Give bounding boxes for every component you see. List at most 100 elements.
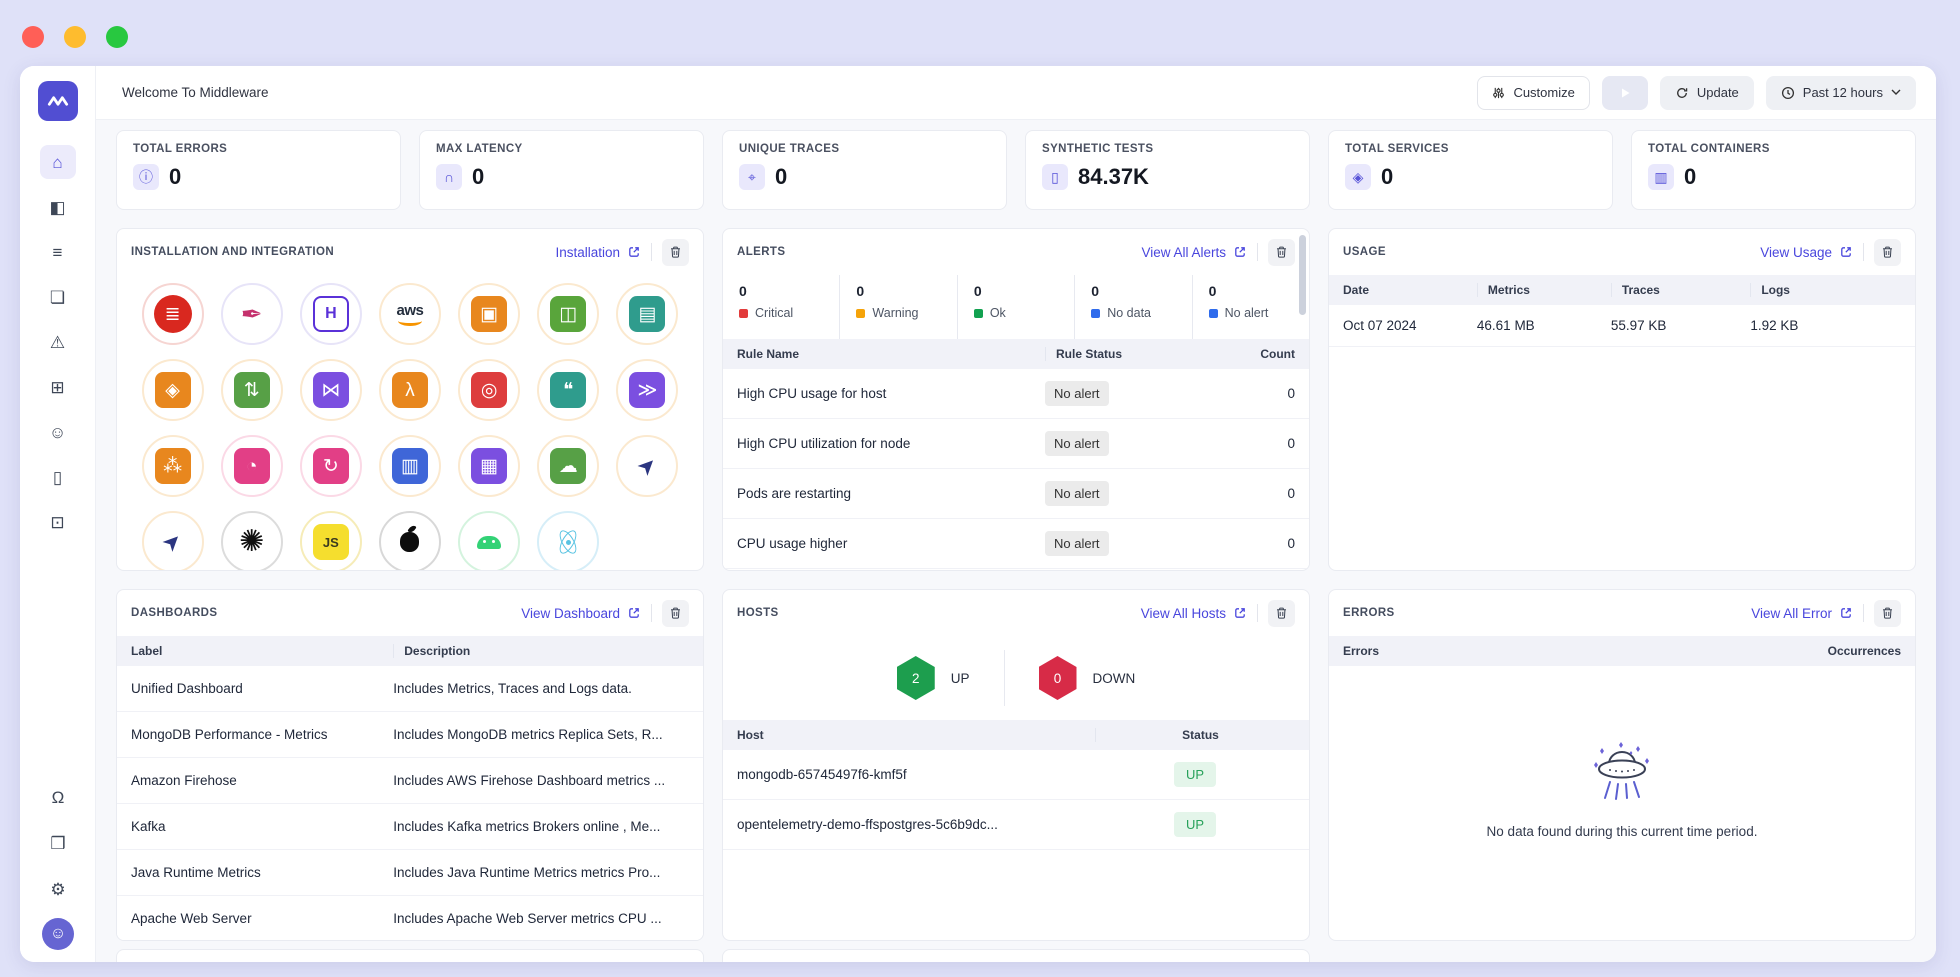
customize-button[interactable]: Customize <box>1477 75 1590 110</box>
trash-icon <box>1883 607 1892 619</box>
view-all-error-link[interactable]: View All Error <box>1751 606 1853 621</box>
integration-icon-javascript[interactable]: JS <box>299 511 362 570</box>
dashboard-description: Includes Kafka metrics Brokers online , … <box>393 819 661 834</box>
integration-icon-doc-scan[interactable]: ▤ <box>616 283 679 345</box>
alert-summary-label: Warning <box>872 306 919 320</box>
dashboards-card: DASHBOARDS View Dashboard Label <box>116 589 704 941</box>
installation-link[interactable]: Installation <box>555 245 641 260</box>
integration-icon-firewall[interactable]: ◎ <box>458 359 521 421</box>
dashboard-row[interactable]: Java Runtime Metrics Includes Java Runtim… <box>117 850 703 896</box>
integration-icon-chat-service[interactable]: ❝ <box>537 359 600 421</box>
integration-icon-share-nodes[interactable]: ⁂ <box>141 435 204 497</box>
integration-icon-apache[interactable]: ✒ <box>220 283 283 345</box>
dashboard-row[interactable]: Amazon Firehose Includes AWS Firehose Das… <box>117 758 703 804</box>
integration-icon-pipeline[interactable]: ⋈ <box>299 359 362 421</box>
integration-icon-opentelemetry[interactable]: ➤ <box>616 435 679 497</box>
installation-delete-button[interactable] <box>662 238 689 266</box>
user-avatar[interactable]: ☺ <box>42 918 74 950</box>
sidebar-item-infrastructure[interactable]: ◧ <box>40 190 76 224</box>
alerts-delete-button[interactable] <box>1268 238 1295 266</box>
update-label: Update <box>1696 85 1739 100</box>
sidebar-item-package[interactable]: ❒ <box>40 826 76 860</box>
integration-icon-react[interactable] <box>537 511 600 570</box>
errors-delete-button[interactable] <box>1874 599 1901 627</box>
processor-icon: ⊡ <box>50 512 65 532</box>
integration-icon-archive-db[interactable]: ▥ <box>378 435 441 497</box>
opentelemetry-icon: ➤ <box>156 526 188 558</box>
col-description: Description <box>393 644 689 658</box>
alert-rule-row[interactable]: High CPU utilization for node No alert 0 <box>723 419 1309 469</box>
sidebar-item-alerts[interactable]: ⚠ <box>40 325 76 359</box>
sidebar-item-add-widget[interactable]: ⊞ <box>40 370 76 404</box>
integration-icon-scale-cylinder[interactable]: ⇅ <box>220 359 283 421</box>
minimize-window-button[interactable] <box>64 26 86 48</box>
alert-rule-row[interactable]: Pods are restarting No alert 0 <box>723 469 1309 519</box>
integration-icon-cloud-scale[interactable]: ☁ <box>537 435 600 497</box>
integration-icon-aws[interactable]: aws <box>378 283 441 345</box>
view-all-hosts-link[interactable]: View All Hosts <box>1141 606 1247 621</box>
col-status: Status <box>1095 728 1295 742</box>
integration-icon-ray[interactable]: ✺ <box>220 511 283 570</box>
integration-icon-android[interactable] <box>458 511 521 570</box>
customize-label: Customize <box>1513 85 1575 100</box>
time-range-dropdown[interactable]: Past 12 hours <box>1765 75 1916 110</box>
dashboard-label: Apache Web Server <box>131 911 252 926</box>
alert-rule-row[interactable]: High CPU usage for host No alert 0 <box>723 369 1309 419</box>
sidebar-item-processor[interactable]: ⊡ <box>40 505 76 539</box>
middleware-logo[interactable] <box>37 81 78 121</box>
alert-rule-status-badge: No alert <box>1045 381 1109 406</box>
dashboards-delete-button[interactable] <box>662 599 689 627</box>
close-window-button[interactable] <box>22 26 44 48</box>
dashboard-content: TOTAL ERRORS ⓘ 0 MAX LATENCY ∩ 0 UNIQUE TRACES… <box>96 120 1936 962</box>
stat-card-unique-traces: UNIQUE TRACES ⌖ 0 <box>722 130 1007 210</box>
sidebar-item-home[interactable]: ⌂ <box>39 145 76 179</box>
sidebar-item-traces[interactable]: ❏ <box>40 280 76 314</box>
view-all-alerts-link[interactable]: View All Alerts <box>1141 245 1247 260</box>
dashboard-row[interactable]: MongoDB Performance - Metrics Includes Mo… <box>117 712 703 758</box>
trace-search-icon: ⌖ <box>739 164 765 190</box>
containers-icon: ▥ <box>1648 164 1674 190</box>
view-usage-link[interactable]: View Usage <box>1760 245 1853 260</box>
integration-icon-apple[interactable] <box>378 511 441 570</box>
alert-summary-label: Ok <box>989 306 1006 320</box>
sidebar-item-synthetic-tests[interactable]: ▯ <box>40 460 76 494</box>
sidebar-item-settings[interactable]: ⚙ <box>40 872 76 906</box>
dashboard-row[interactable]: Unified Dashboard Includes Metrics, Trace… <box>117 666 703 712</box>
host-row[interactable]: mongodb-65745497f6-kmf5f UP <box>723 750 1309 800</box>
android-logo-icon <box>477 535 502 549</box>
integration-icon-hexagon-service[interactable]: ◈ <box>141 359 204 421</box>
integration-icon-redis[interactable]: ≣ <box>141 283 204 345</box>
integration-icon-sync-pink[interactable]: ↻ <box>299 435 362 497</box>
integration-icon-gauge-pink[interactable]: ◔ <box>220 435 283 497</box>
integration-icon-s3-bucket[interactable]: ◫ <box>537 283 600 345</box>
view-dashboard-link[interactable]: View Dashboard <box>521 606 641 621</box>
infrastructure-icon: ◧ <box>49 197 66 217</box>
integration-icon-lambda[interactable]: λ <box>378 359 441 421</box>
external-link-icon <box>1235 608 1245 618</box>
sidebar-item-support-headset[interactable]: Ω <box>40 780 76 814</box>
integration-icon-streams[interactable]: ≫ <box>616 359 679 421</box>
play-button[interactable] <box>1601 75 1648 110</box>
col-errors: Errors <box>1343 644 1380 658</box>
integration-icon-h-framework[interactable]: H <box>299 283 362 345</box>
ai-bot-icon: ☺ <box>48 422 67 442</box>
dashboard-row[interactable]: Kafka Includes Kafka metrics Brokers onli… <box>117 804 703 850</box>
sidebar-item-ai-bot[interactable]: ☺ <box>40 415 76 449</box>
dashboard-row[interactable]: Apache Web Server Includes Apache Web Ser… <box>117 896 703 940</box>
alert-rule-row[interactable]: CPU usage higher No alert 0 <box>723 519 1309 569</box>
usage-delete-button[interactable] <box>1874 238 1901 266</box>
integration-icon-opentelemetry-2[interactable]: ➤ <box>141 511 204 570</box>
integration-icon-aws-chip[interactable]: ▣ <box>458 283 521 345</box>
sidebar-item-logs[interactable]: ≡ <box>40 235 76 269</box>
traces-icon: ❏ <box>49 287 66 307</box>
maximize-window-button[interactable] <box>106 26 128 48</box>
integration-icon-chart-search[interactable]: ▦ <box>458 435 521 497</box>
host-name: mongodb-65745497f6-kmf5f <box>737 767 907 782</box>
support-headset-icon: Ω <box>51 787 65 807</box>
usage-title: USAGE <box>1343 246 1386 258</box>
opentelemetry-icon: ➤ <box>631 450 663 482</box>
update-button[interactable]: Update <box>1659 75 1754 110</box>
hosts-delete-button[interactable] <box>1268 599 1295 627</box>
alerts-scrollbar[interactable] <box>1299 235 1306 315</box>
host-row[interactable]: opentelemetry-demo-ffspostgres-5c6b9dc..… <box>723 800 1309 850</box>
